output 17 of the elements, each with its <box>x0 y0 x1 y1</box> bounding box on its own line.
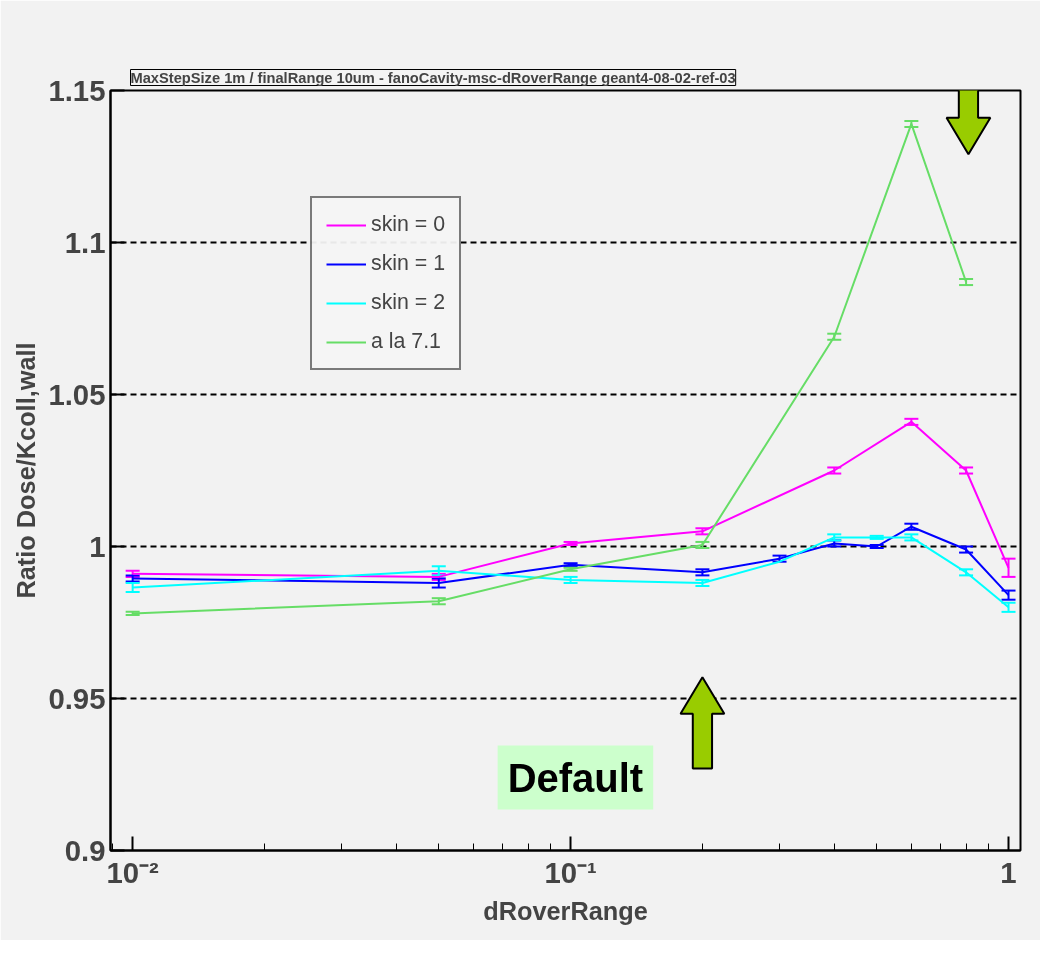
y-axis-title: Ratio Dose/Kcoll,wall <box>12 342 41 599</box>
chart-title: MaxStepSize 1m / finalRange 10um - fanoCavity-msc-dRoverRange geant4-08-02-ref-03 <box>130 69 736 86</box>
legend-label: a la 7.1 <box>371 329 441 354</box>
y-tick-label: 1.15 <box>48 73 106 107</box>
x-axis-title: dRoverRange <box>483 896 648 925</box>
x-tick-label: 10⁻¹ <box>544 855 597 889</box>
y-tick-label: 0.95 <box>48 681 106 715</box>
y-tick-label: 1.1 <box>64 225 106 259</box>
legend-label: skin = 2 <box>371 290 446 315</box>
x-tick-label: 10⁻² <box>106 855 160 889</box>
annotation: Default <box>507 755 644 800</box>
legend-label: skin = 0 <box>371 212 446 237</box>
y-tick-label: 1.05 <box>48 377 106 411</box>
y-tick-label: 1 <box>89 529 106 563</box>
x-tick-label: 1 <box>1000 855 1017 889</box>
y-tick-label: 0.9 <box>64 833 106 867</box>
legend-label: skin = 1 <box>371 251 446 276</box>
